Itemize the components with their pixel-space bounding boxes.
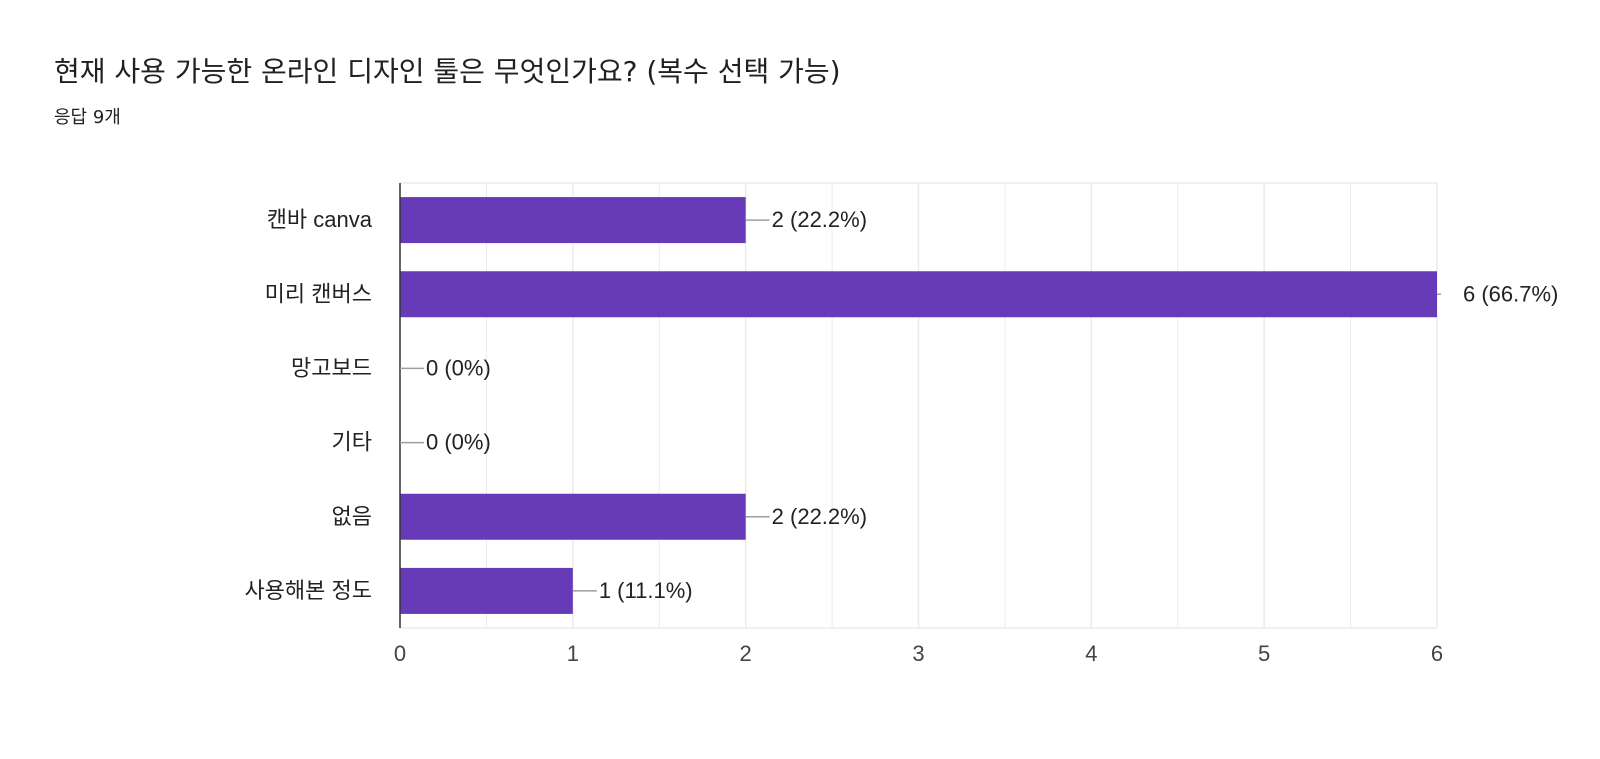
category-label: 없음 xyxy=(332,504,372,529)
category-label: 기타 xyxy=(332,430,372,455)
x-tick-label: 5 xyxy=(1258,641,1270,666)
value-label: 0 (0%) xyxy=(426,430,491,455)
x-tick-label: 1 xyxy=(567,641,579,666)
bar[interactable] xyxy=(400,197,746,244)
x-tick-label: 6 xyxy=(1431,641,1443,666)
value-label: 6 (66.7%) xyxy=(1463,281,1558,306)
x-tick-label: 4 xyxy=(1085,641,1097,666)
x-tick-label: 2 xyxy=(740,641,752,666)
bar[interactable] xyxy=(400,567,573,614)
grid-layer xyxy=(400,182,1438,629)
category-label: 미리 캔버스 xyxy=(265,281,372,306)
question-title: 현재 사용 가능한 온라인 디자인 툴은 무엇인가요? (복수 선택 가능) xyxy=(54,55,841,88)
bar[interactable] xyxy=(400,271,1437,318)
category-label: 사용해본 정도 xyxy=(244,578,372,603)
category-label: 망고보드 xyxy=(291,355,372,380)
axis-layer: 0 1 2 3 4 5 6 xyxy=(394,183,1443,666)
value-label: 2 (22.2%) xyxy=(772,207,867,232)
value-label: 2 (22.2%) xyxy=(772,504,867,529)
bar[interactable] xyxy=(400,493,746,540)
x-tick-label: 3 xyxy=(912,641,924,666)
response-count: 응답 9개 xyxy=(54,107,121,128)
x-tick-label: 0 xyxy=(394,641,406,666)
value-label: 1 (11.1%) xyxy=(599,578,693,603)
category-label: 캔바 canva xyxy=(267,207,373,232)
label-layer: 캔바 canva 2 (22.2%) 미리 캔버스 6 (66.7%) 망고보드 0 (0… xyxy=(244,207,1558,603)
value-label: 0 (0%) xyxy=(426,355,491,380)
bar-layer xyxy=(400,197,1437,614)
